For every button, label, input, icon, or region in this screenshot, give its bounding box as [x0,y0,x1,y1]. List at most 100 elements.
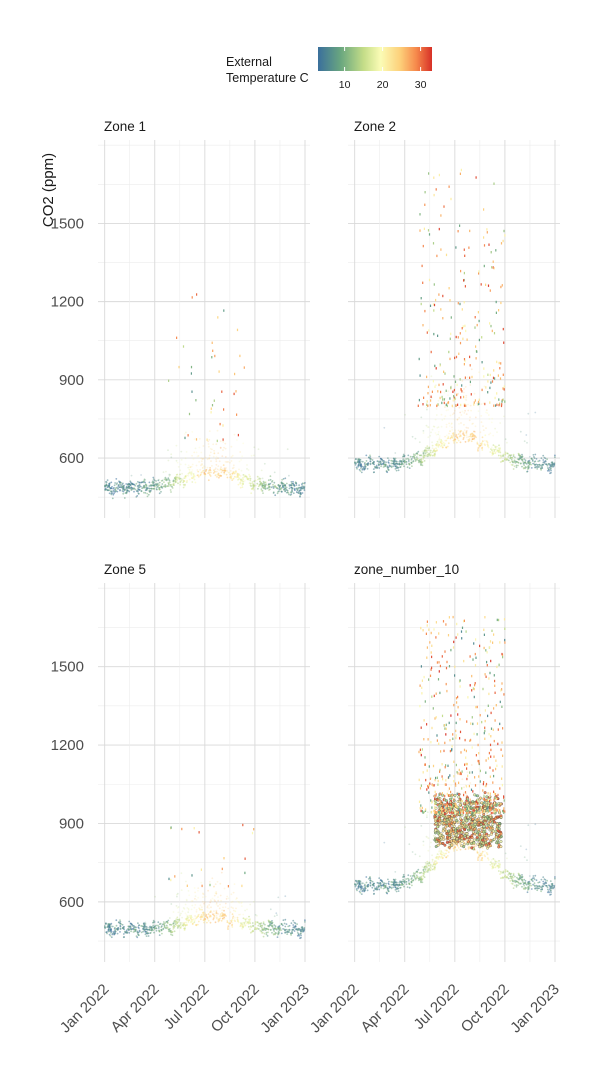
data-point [554,876,556,878]
data-point [530,457,533,460]
data-point [520,462,522,465]
data-point [423,719,425,722]
data-point [119,486,122,488]
data-point [214,474,217,477]
data-point [272,927,274,929]
data-point [434,453,436,456]
data-point [527,466,529,469]
x-tick-label: Jul 2022 [411,981,463,1033]
data-point [170,903,173,905]
data-point [356,467,358,470]
x-tick-label: Jan 2023 [257,981,313,1037]
data-point [437,839,441,843]
data-point [244,909,247,912]
data-point [239,481,242,484]
data-point [454,804,457,808]
data-point [225,898,228,900]
data-point [480,854,483,856]
data-point [226,476,229,479]
data-point [111,485,113,488]
data-point [471,817,475,821]
data-point [360,463,362,466]
data-point [462,806,464,809]
data-point [546,888,549,891]
data-point [430,841,432,844]
data-point [205,914,208,916]
data-point [379,460,382,463]
data-point [194,447,197,450]
data-point [137,492,140,495]
data-point [196,923,199,926]
data-point [119,484,122,486]
data-point [511,879,514,882]
data-point [458,423,460,425]
data-point [519,454,522,457]
data-point [500,362,502,365]
data-point [509,454,511,457]
data-point [459,411,462,414]
data-point [210,910,212,912]
data-point [212,349,214,352]
data-point [195,438,198,441]
data-point [239,913,242,916]
data-point [249,479,252,482]
data-point [484,434,487,437]
data-point [170,491,172,493]
data-point [492,453,494,455]
data-point [286,448,289,451]
data-point [272,928,275,931]
data-point [490,804,492,807]
data-point [425,424,428,427]
data-point [454,397,456,400]
data-point [488,677,490,680]
data-point [494,860,497,863]
data-point [241,884,243,888]
data-point [355,888,358,890]
data-point [463,271,465,275]
data-point [235,390,237,393]
data-point [445,423,448,426]
data-point [439,364,441,367]
data-point [492,434,495,437]
data-point [194,897,196,900]
data-point [181,478,184,481]
data-point [407,874,410,877]
data-point [477,799,479,802]
data-point [149,932,152,934]
data-point [469,364,471,367]
data-point [520,458,523,460]
data-point [465,404,467,407]
data-point [526,441,528,444]
data-point [499,840,503,843]
data-point [456,383,458,387]
data-point [138,489,141,491]
data-point [471,375,473,379]
data-point [411,884,413,887]
data-point [356,882,359,884]
data-point [354,885,357,888]
data-point [142,930,145,933]
data-point [180,889,183,891]
data-point [444,849,447,851]
data-point [496,403,498,406]
data-point [110,481,113,484]
data-point [175,918,178,920]
data-point [223,472,226,475]
data-point [429,782,431,785]
data-point [211,877,214,880]
data-point [207,440,210,443]
data-point [216,468,219,471]
data-point [185,917,188,920]
data-point [385,882,387,885]
data-point [432,380,434,383]
data-point [176,473,179,476]
data-point [441,841,445,845]
data-point [512,453,515,456]
data-point [443,444,446,447]
data-point [426,426,429,428]
data-point [554,877,556,880]
data-point [464,801,466,804]
data-point [502,239,504,243]
data-point [113,484,116,487]
data-point [239,474,242,477]
